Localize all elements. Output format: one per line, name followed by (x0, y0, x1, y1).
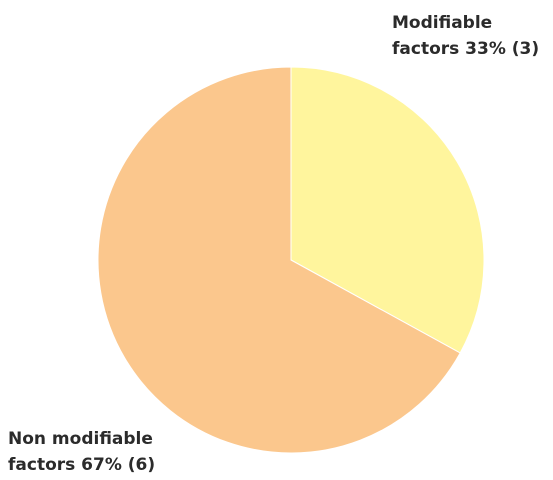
slice-non-modifiable-factors (97, 66, 461, 454)
label-non-modifiable-line-1: Non modifiable (8, 429, 153, 449)
label-non-modifiable-line-2: factors 67% (6) (8, 455, 155, 475)
pie-slices (97, 66, 485, 454)
label-modifiable-factors: Modifiable factors 33% (3) (392, 13, 539, 59)
slice-labels: Modifiable factors 33% (3) Non modifiabl… (8, 13, 539, 475)
label-modifiable-line-1: Modifiable (392, 13, 492, 33)
label-non-modifiable-factors: Non modifiable factors 67% (6) (8, 429, 159, 475)
slice-modifiable-factors (290, 66, 485, 354)
label-modifiable-line-2: factors 33% (3) (392, 39, 539, 59)
